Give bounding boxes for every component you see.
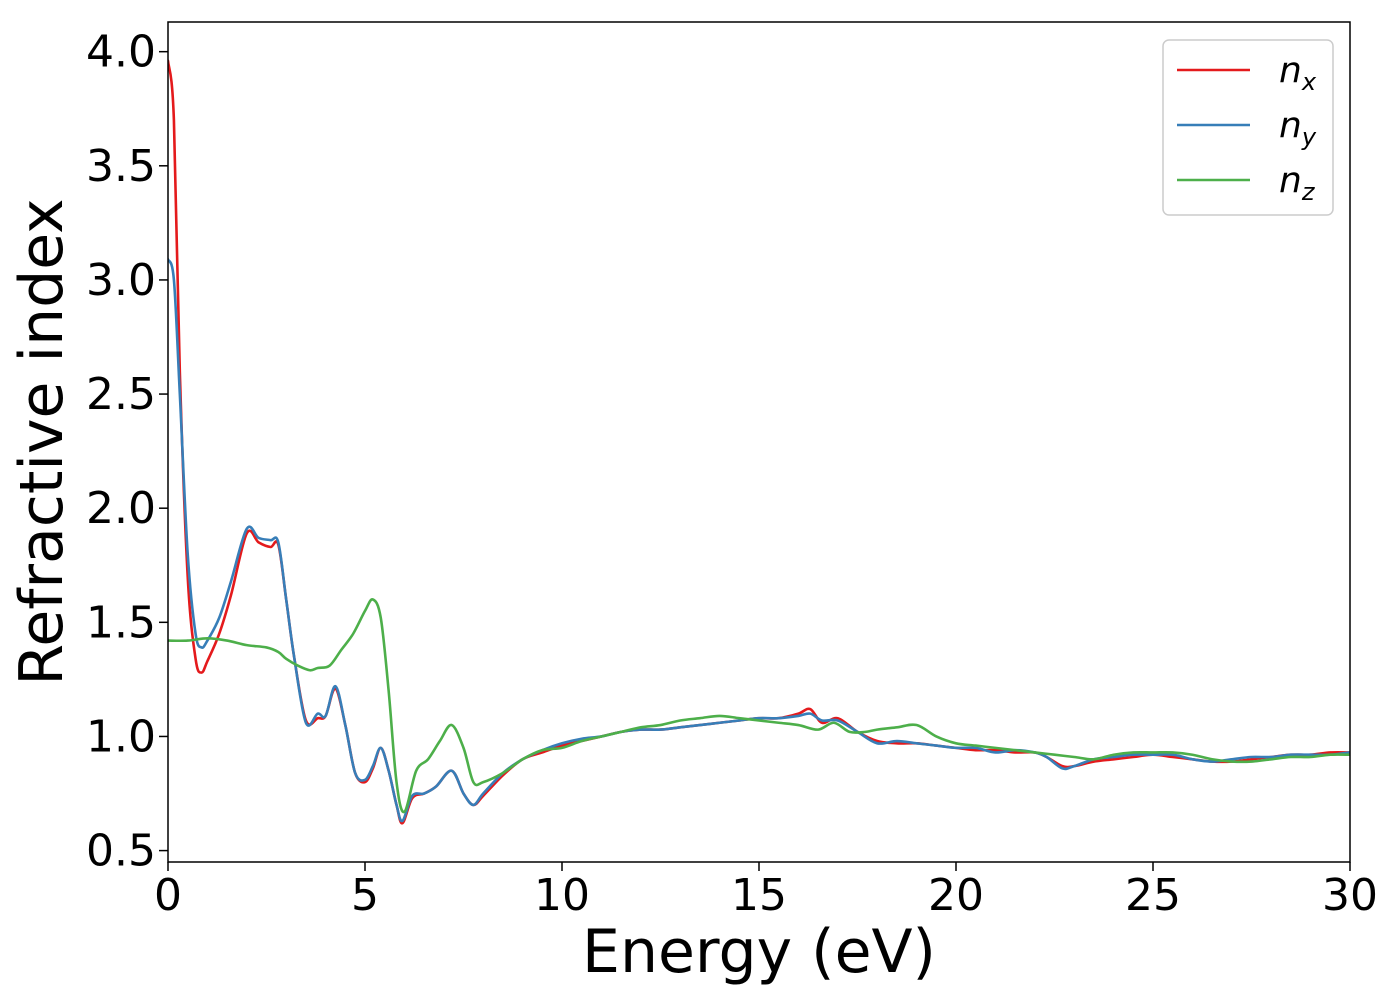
x-axis-ticks: 0 5 10 15 20 25 30	[154, 862, 1378, 921]
series-line-n-z	[168, 598, 1350, 814]
y-axis-ticks: 0.5 1.0 1.5 2.0 2.5 3.0 3.5 4.0	[86, 27, 168, 877]
y-tick-label: 3.5	[86, 141, 156, 192]
x-axis-label: Energy (eV)	[582, 917, 936, 987]
legend-label-subscript: y	[1301, 123, 1317, 151]
legend-label-main: n	[1279, 50, 1302, 91]
legend-label-subscript: x	[1301, 68, 1317, 96]
series-line-n-y	[168, 258, 1350, 823]
x-tick-label: 5	[351, 870, 379, 921]
legend-label-main: n	[1279, 160, 1302, 201]
y-tick-label: 2.0	[86, 483, 156, 534]
y-tick-label: 1.0	[86, 711, 156, 762]
plot-frame	[167, 21, 1351, 863]
y-tick-label: 4.0	[86, 27, 156, 78]
y-tick-label: 1.5	[86, 597, 156, 648]
legend-label-n-x: nx	[1279, 50, 1317, 96]
legend-box	[1162, 39, 1334, 216]
legend-label-n-y: ny	[1279, 105, 1317, 151]
x-tick-label: 10	[534, 870, 590, 921]
legend-label-subscript: z	[1301, 178, 1316, 206]
series-layer	[168, 59, 1350, 825]
x-tick-label: 20	[928, 870, 984, 921]
x-tick-label: 30	[1322, 870, 1378, 921]
legend-label-n-z: nz	[1279, 160, 1316, 206]
x-tick-label: 25	[1125, 870, 1181, 921]
y-tick-label: 0.5	[86, 826, 156, 877]
y-tick-label: 2.5	[86, 369, 156, 420]
x-tick-label: 0	[154, 870, 182, 921]
y-axis-label: Refractive index	[7, 198, 77, 685]
y-tick-label: 3.0	[86, 255, 156, 306]
x-tick-label: 15	[731, 870, 787, 921]
legend-label-main: n	[1279, 105, 1302, 146]
